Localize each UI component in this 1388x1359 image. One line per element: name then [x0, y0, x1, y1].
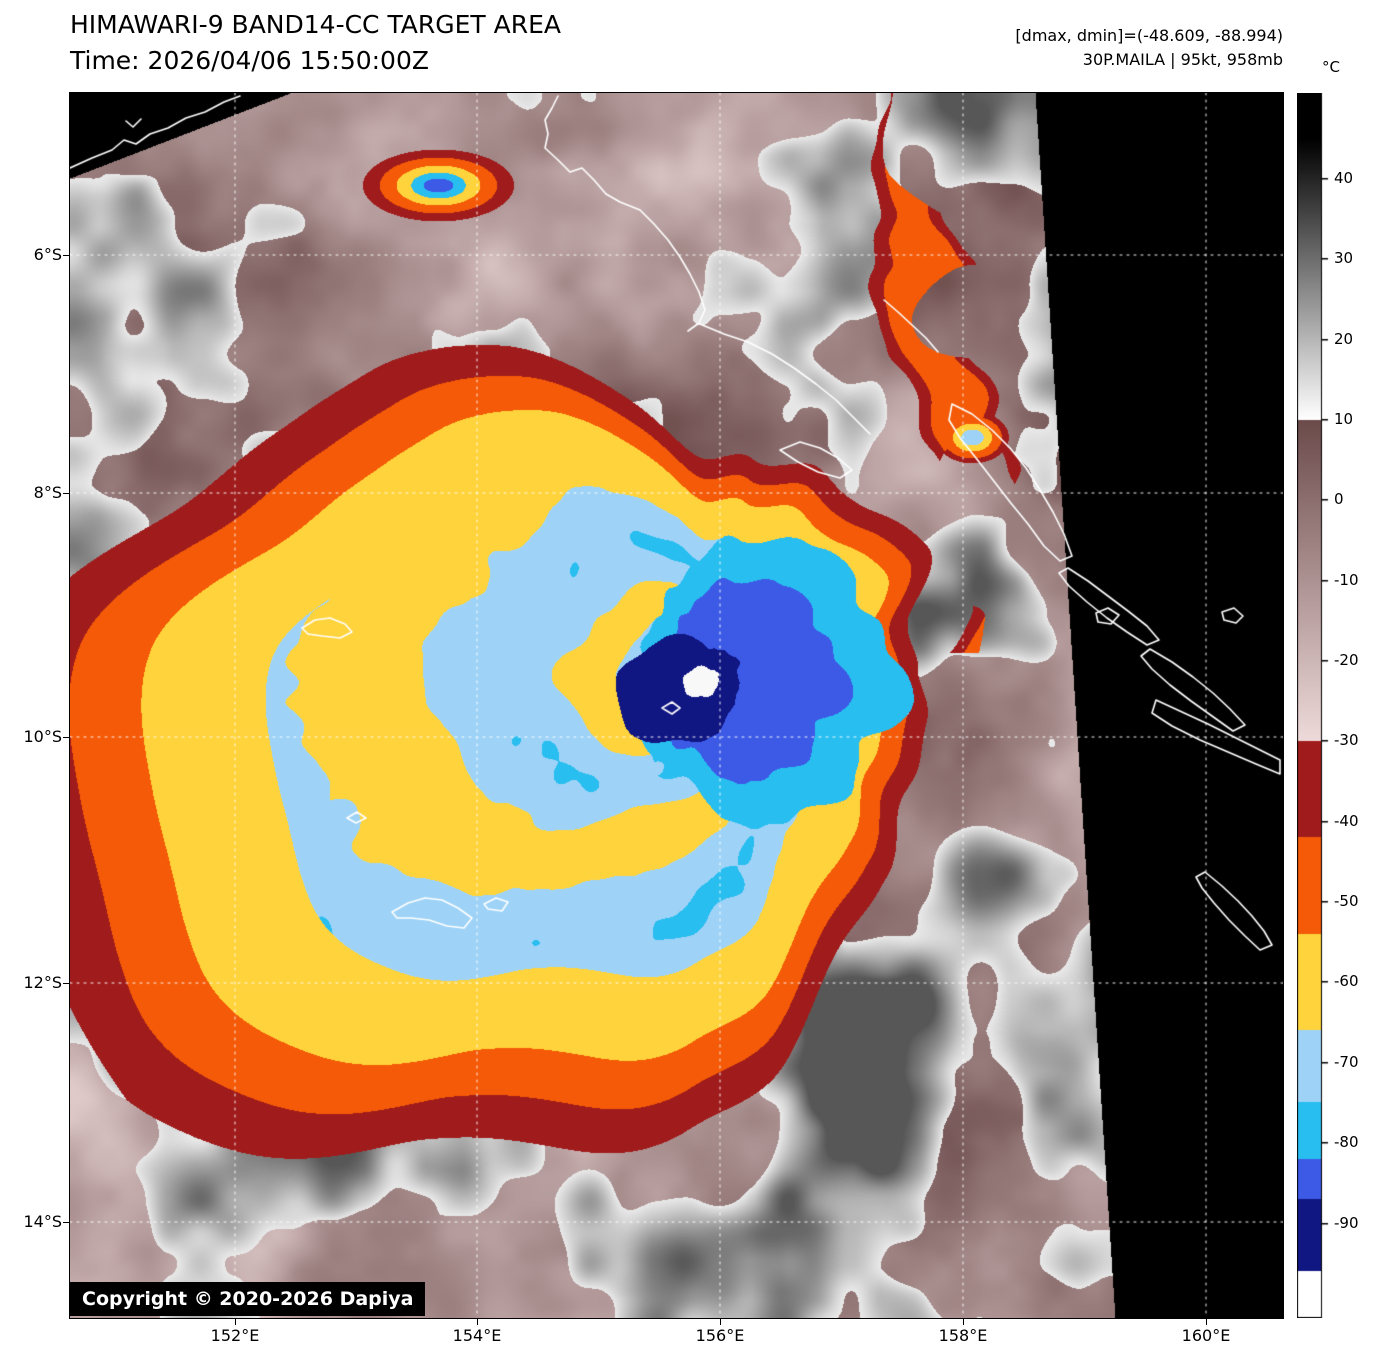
lat-tick-label: 12°S — [23, 973, 62, 992]
colorbar-tick-label: -50 — [1334, 892, 1359, 911]
dmax-dmin-annotation: [dmax, dmin]=(-48.609, -88.994) — [1015, 26, 1283, 45]
lat-tick-mark — [63, 1222, 69, 1223]
lon-tick-mark — [963, 1319, 964, 1325]
lat-tick-mark — [63, 983, 69, 984]
lat-tick-mark — [63, 493, 69, 494]
lon-tick-mark — [720, 1319, 721, 1325]
lat-tick-label: 6°S — [33, 245, 62, 264]
satellite-map-canvas — [70, 93, 1283, 1318]
colorbar-tick-label: -80 — [1334, 1133, 1359, 1152]
colorbar-tick-label: -70 — [1334, 1052, 1359, 1071]
lon-tick-mark — [1206, 1319, 1207, 1325]
lat-tick-label: 8°S — [33, 483, 62, 502]
lon-tick-label: 152°E — [210, 1326, 260, 1345]
lon-tick-label: 158°E — [938, 1326, 988, 1345]
colorbar-tick-label: 0 — [1334, 490, 1344, 509]
colorbar-tick-label: -10 — [1334, 570, 1359, 589]
colorbar — [1297, 93, 1331, 1318]
lon-tick-mark — [477, 1319, 478, 1325]
colorbar-tick-label: -40 — [1334, 811, 1359, 830]
colorbar-tick-label: 20 — [1334, 329, 1354, 348]
colorbar-tick-label: -60 — [1334, 972, 1359, 991]
figure-time-label: Time: 2026/04/06 15:50:00Z — [70, 46, 429, 75]
lon-tick-label: 160°E — [1181, 1326, 1231, 1345]
colorbar-canvas — [1297, 93, 1331, 1318]
colorbar-tick-label: -30 — [1334, 731, 1359, 750]
storm-info-annotation: 30P.MAILA | 95kt, 958mb — [1082, 50, 1283, 69]
map-frame — [69, 92, 1284, 1319]
lon-tick-label: 156°E — [695, 1326, 745, 1345]
colorbar-tick-label: -20 — [1334, 651, 1359, 670]
lat-tick-mark — [63, 737, 69, 738]
colorbar-unit-label: °C — [1322, 58, 1340, 76]
lon-tick-label: 154°E — [452, 1326, 502, 1345]
colorbar-tick-label: -90 — [1334, 1213, 1359, 1232]
figure-title: HIMAWARI-9 BAND14-CC TARGET AREA — [70, 10, 562, 39]
copyright-badge: Copyright © 2020-2026 Dapiya — [70, 1282, 426, 1316]
colorbar-tick-label: 30 — [1334, 249, 1354, 268]
colorbar-tick-label: 40 — [1334, 169, 1354, 187]
lat-tick-label: 10°S — [23, 727, 62, 746]
lat-tick-mark — [63, 255, 69, 256]
colorbar-tick-label: 10 — [1334, 410, 1354, 429]
lat-tick-label: 14°S — [23, 1212, 62, 1231]
lon-tick-mark — [235, 1319, 236, 1325]
